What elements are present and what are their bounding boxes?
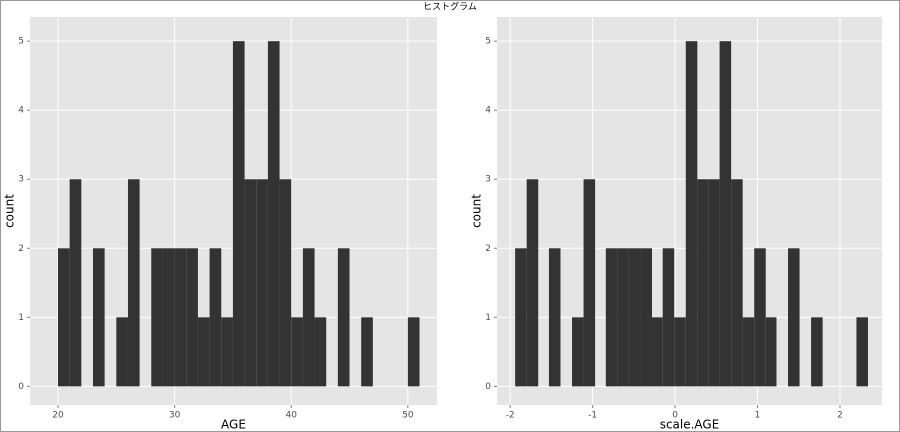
bar	[605, 248, 618, 387]
bar	[279, 179, 292, 387]
bar	[526, 179, 539, 387]
bar	[628, 248, 641, 387]
bar	[572, 317, 584, 387]
bar	[221, 317, 233, 387]
bar	[548, 248, 561, 387]
bar	[765, 317, 777, 387]
bar	[127, 179, 140, 387]
y-tick-label: 3	[18, 175, 24, 185]
y-tick-label: 1	[18, 313, 24, 323]
bar	[719, 41, 732, 387]
y-tick-label: 0	[485, 382, 491, 392]
bar	[151, 248, 163, 387]
x-tick-label: 1	[755, 411, 761, 421]
y-tick-label: 2	[18, 244, 24, 254]
bar	[697, 179, 709, 387]
y-tick-label: 4	[18, 106, 24, 116]
bar	[674, 317, 686, 387]
bar	[244, 179, 257, 387]
bar	[617, 248, 629, 387]
bar	[186, 248, 198, 387]
bar	[232, 41, 245, 387]
bar	[361, 317, 373, 387]
x-tick-label: 20	[52, 411, 64, 421]
bar	[57, 248, 70, 387]
bar	[583, 179, 596, 387]
x-axis-label: AGE	[221, 418, 246, 432]
bar	[640, 248, 652, 387]
x-tick-label: -2	[506, 411, 515, 421]
y-tick-label: 3	[485, 175, 491, 185]
x-tick-label: 30	[169, 411, 181, 421]
y-tick-label: 0	[18, 382, 24, 392]
bar	[811, 317, 823, 387]
x-axis-label: scale.AGE	[660, 418, 720, 432]
bar	[742, 317, 755, 387]
bar	[685, 41, 698, 387]
x-tick-label: 0	[672, 411, 678, 421]
bar	[92, 248, 105, 387]
bar	[314, 317, 327, 387]
bar	[708, 179, 720, 387]
y-tick-label: 5	[485, 37, 491, 47]
y-tick-label: 2	[485, 244, 491, 254]
y-tick-label: 4	[485, 106, 491, 116]
bar	[788, 248, 800, 387]
x-tick-label: 2	[837, 411, 843, 421]
bar	[69, 179, 82, 387]
bar	[662, 248, 675, 387]
x-tick-label: -1	[588, 411, 597, 421]
bar	[651, 317, 663, 387]
bar	[162, 248, 175, 387]
bar	[197, 317, 210, 387]
y-axis-label: count	[470, 194, 484, 228]
y-axis-label: count	[3, 194, 17, 228]
bar	[856, 317, 868, 387]
bar	[515, 248, 527, 387]
bar	[407, 317, 420, 387]
bar	[267, 41, 280, 387]
y-tick-label: 1	[485, 313, 491, 323]
bar	[291, 317, 303, 387]
bar	[731, 179, 743, 387]
bar	[337, 248, 350, 387]
y-tick-label: 5	[18, 37, 24, 47]
bar	[256, 179, 268, 387]
x-tick-label: 40	[285, 411, 297, 421]
bar	[209, 248, 222, 387]
bar	[302, 248, 315, 387]
chart-title: ヒストグラム	[423, 1, 477, 13]
x-tick-label: 50	[402, 411, 414, 421]
bar	[174, 248, 187, 387]
bar	[116, 317, 128, 387]
bar	[754, 248, 766, 387]
